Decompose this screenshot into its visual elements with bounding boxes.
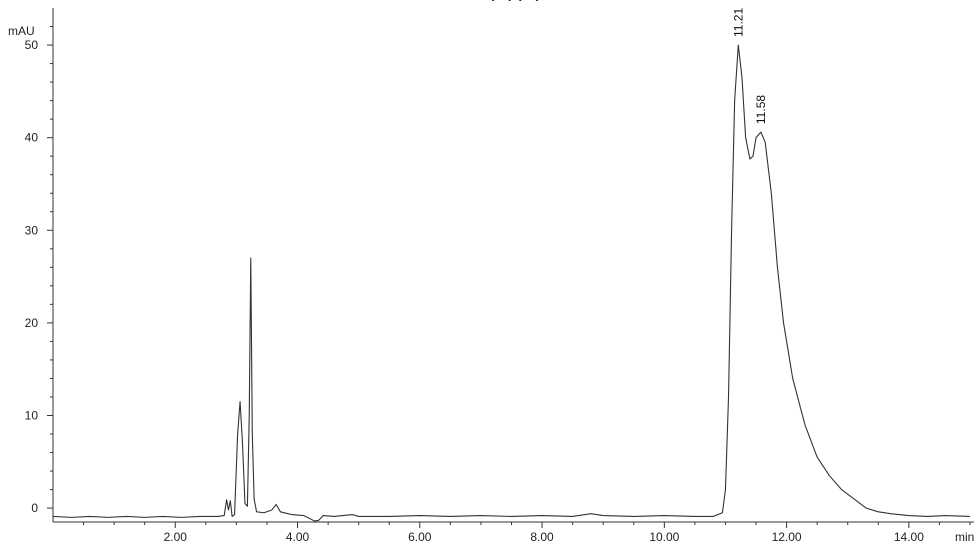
y-tick-label: 40 [25,131,39,145]
peak-label: 11.21 [731,8,745,37]
y-axis-unit-label: mAU [8,24,35,38]
x-axis-unit-label: min [955,530,974,544]
y-tick-label: 20 [25,316,39,330]
x-tick-label: 6.00 [408,530,432,544]
chart-title-fragment: (…) (…) [490,0,541,1]
x-tick-label: 10.00 [649,530,679,544]
x-tick-label: 2.00 [164,530,188,544]
x-tick-label: 8.00 [530,530,554,544]
x-tick-label: 14.00 [894,530,924,544]
y-tick-label: 0 [31,501,38,515]
x-tick-label: 12.00 [772,530,802,544]
chromatogram-trace-line [52,44,971,522]
peak-label: 11.58 [754,95,768,124]
y-tick-label: 30 [25,223,39,237]
y-tick-label: 10 [25,408,39,422]
x-tick-label: 4.00 [286,530,310,544]
y-tick-label: 50 [25,38,39,52]
